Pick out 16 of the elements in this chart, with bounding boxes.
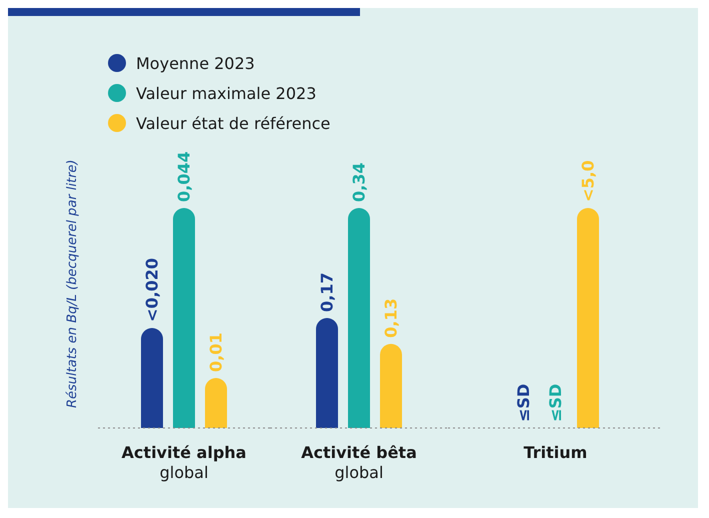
data-label: 0,13 <box>382 298 400 338</box>
data-label: 0,34 <box>350 162 368 202</box>
data-label: <0,020 <box>142 258 162 322</box>
x-tick-label: Tritium <box>524 443 588 462</box>
y-axis-title: Résultats en Bq/L (becquerel par litre) <box>65 160 80 408</box>
data-label: 0,17 <box>318 272 336 312</box>
data-label: <5,0 <box>578 160 598 202</box>
x-tick-label: Activité alpha global <box>122 443 246 482</box>
data-label: 0,01 <box>206 332 226 372</box>
legend-label: Valeur état de référence <box>136 114 330 132</box>
legend-label: Valeur maximale 2023 <box>136 84 316 102</box>
x-tick-label: Activité bêta global <box>301 443 417 482</box>
legend-label: Moyenne 2023 <box>136 54 255 72</box>
text: ≤SD <box>546 384 565 422</box>
data-label: 0,044 <box>174 151 194 202</box>
text: ≤SD <box>514 384 533 422</box>
